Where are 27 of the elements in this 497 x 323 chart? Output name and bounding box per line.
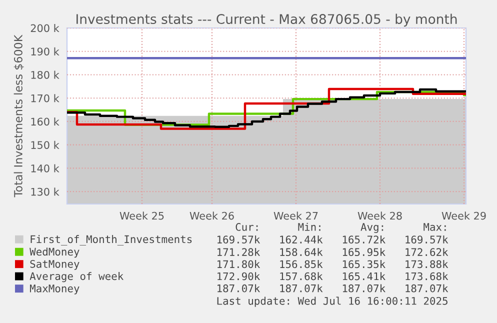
text: 171.28k 158.64k 165.95k 172.62k: [218, 248, 448, 256]
y-axis-title: Total Investments less $600K: [14, 34, 24, 198]
y-tick-label: 200 k: [30, 24, 60, 32]
text: 169.57k 162.44k 165.72k 169.57k: [218, 235, 448, 244]
legend-label: First_of_Month_Investments: [30, 235, 192, 246]
text: 171.80k 156.85k 165.35k 173.88k: [218, 260, 448, 268]
y-tick-label: 130 k: [31, 188, 60, 196]
x-tick-label: Week 26: [190, 212, 234, 220]
legend-label: Average of week: [30, 272, 124, 282]
chart-title: Investments stats --- Current - Max 687065.05 - by month: [76, 14, 457, 27]
y-tick-label: 150 k: [31, 140, 60, 149]
x-tick-label: Week 25: [120, 212, 164, 220]
y-tick-label: 140 k: [31, 164, 60, 172]
x-tick-label: Week 29: [442, 212, 486, 220]
text: 187.07k 187.07k 187.07k 187.07k: [218, 284, 448, 292]
x-tick-label: Week 28: [358, 212, 402, 220]
text: 172.90k 157.68k 165.41k 173.68k: [218, 272, 448, 280]
legend-label: MaxMoney: [30, 284, 80, 294]
y-tick-label: 180 k: [31, 70, 60, 79]
text: Cur: Min: Avg: Max:: [236, 222, 446, 233]
y-tick-label: 170 k: [31, 94, 60, 102]
legend-label: SatMoney: [30, 260, 80, 270]
text: Last update: Wed Jul 16 16:00:11 2025: [217, 296, 448, 307]
x-tick-label: Week 27: [274, 212, 318, 220]
y-tick-label: 160 k: [31, 118, 60, 126]
y-tick-label: 190 k: [31, 47, 60, 56]
legend-label: WedMoney: [30, 248, 80, 258]
